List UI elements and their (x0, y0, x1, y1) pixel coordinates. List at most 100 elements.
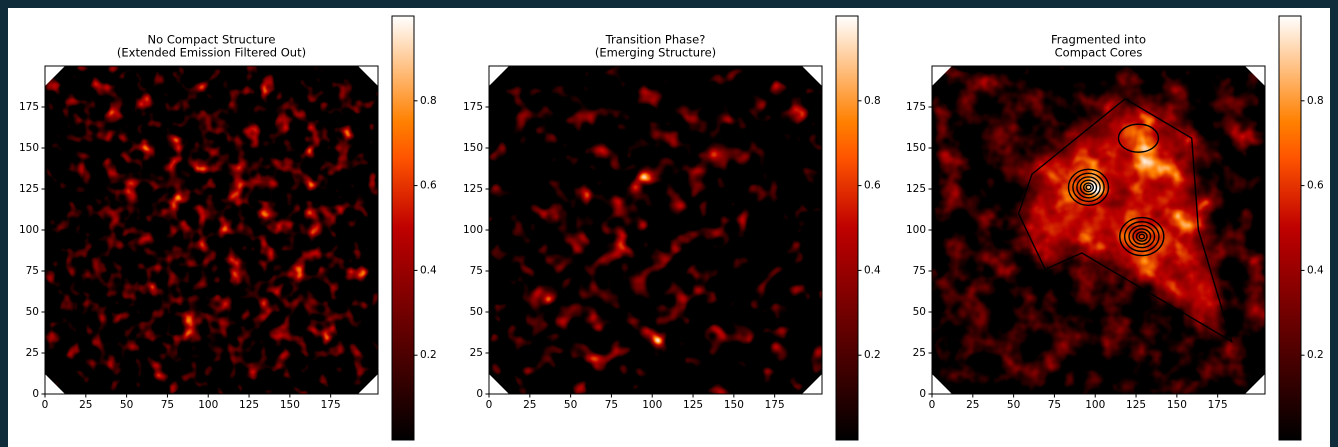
x-tick-label: 50 (120, 399, 133, 411)
x-tick-label: 75 (1048, 399, 1061, 411)
mask-corner (932, 66, 952, 86)
x-tick-label: 175 (765, 399, 785, 411)
contour (1083, 182, 1095, 193)
y-tick-label: 0 (476, 388, 483, 400)
heatmap-image (932, 66, 1265, 394)
mask-corner (802, 374, 822, 394)
y-tick-label: 150 (906, 142, 926, 154)
heatmap-base (1118, 213, 1166, 260)
y-tick-label: 50 (26, 306, 39, 318)
x-tick-label: 50 (564, 399, 577, 411)
contour (1067, 168, 1110, 207)
colorbar-tick-label: 0.8 (864, 95, 881, 107)
y-tick-label: 75 (913, 265, 926, 277)
contour (1017, 97, 1233, 344)
x-tick-label: 150 (1167, 399, 1187, 411)
y-tick-label: 175 (906, 101, 926, 113)
contour (1132, 228, 1152, 245)
x-tick-label: 75 (605, 399, 618, 411)
chart-title: No Compact Structure (148, 33, 276, 47)
chart-title: Compact Cores (1055, 46, 1143, 60)
heatmap-base (489, 98, 739, 394)
colorbar-tick-label: 0.2 (1307, 349, 1324, 361)
colorbar-tick-label: 0.4 (420, 264, 437, 276)
contour (1138, 233, 1146, 240)
x-tick-label: 0 (929, 399, 936, 411)
y-tick-label: 175 (19, 101, 39, 113)
heatmap (489, 66, 822, 394)
x-tick-label: 100 (642, 399, 662, 411)
y-tick-label: 150 (19, 142, 39, 154)
x-tick-label: 25 (79, 399, 92, 411)
mask-corner (45, 66, 65, 86)
x-tick-label: 175 (321, 399, 341, 411)
heatmap-base (1118, 121, 1159, 155)
chart-title: (Emerging Structure) (595, 46, 716, 60)
mask-corner (802, 66, 822, 86)
x-tick-label: 150 (280, 399, 300, 411)
y-tick-label: 0 (32, 388, 39, 400)
x-tick-label: 125 (1126, 399, 1146, 411)
heatmap-image (45, 66, 378, 394)
mask-corner (932, 374, 952, 394)
contour (1123, 221, 1160, 253)
colorbar-tick-label: 0.4 (864, 264, 881, 276)
heatmap-base (1065, 164, 1112, 211)
x-tick-label: 125 (683, 399, 703, 411)
x-tick-label: 100 (198, 399, 218, 411)
heatmap-base (1025, 98, 1226, 335)
colorbar-tick-label: 0.6 (420, 180, 437, 192)
x-tick-label: 25 (523, 399, 536, 411)
heatmap-base (672, 197, 806, 329)
y-tick-label: 175 (463, 101, 483, 113)
y-tick-label: 125 (19, 183, 39, 195)
x-tick-label: 25 (966, 399, 979, 411)
y-tick-label: 50 (470, 306, 483, 318)
y-tick-label: 25 (913, 347, 926, 359)
colorbar (1278, 15, 1302, 441)
y-tick-label: 150 (463, 142, 483, 154)
contour (1135, 231, 1148, 242)
y-tick-label: 100 (463, 224, 483, 236)
mask-corner (1245, 66, 1265, 86)
x-tick-label: 0 (486, 399, 493, 411)
contour (1072, 172, 1105, 203)
colorbar-tick-label: 0.8 (420, 95, 437, 107)
colorbar (391, 15, 415, 441)
heatmap (932, 66, 1265, 394)
y-tick-label: 75 (26, 265, 39, 277)
colorbar-tick-label: 0.6 (864, 180, 881, 192)
contour (1076, 176, 1101, 199)
x-tick-label: 0 (42, 399, 49, 411)
mask-corner (1245, 374, 1265, 394)
contour (1079, 179, 1098, 196)
x-tick-label: 125 (239, 399, 259, 411)
mask-corner (489, 66, 509, 86)
y-tick-label: 125 (906, 183, 926, 195)
colorbar-tick-label: 0.4 (1307, 264, 1324, 276)
y-tick-label: 75 (470, 265, 483, 277)
colorbar-tick-label: 0.2 (864, 349, 881, 361)
x-tick-label: 50 (1007, 399, 1020, 411)
mask-corner (489, 374, 509, 394)
contour (1128, 224, 1156, 249)
x-tick-label: 175 (1208, 399, 1228, 411)
contour (1119, 216, 1165, 257)
y-tick-label: 100 (906, 224, 926, 236)
colorbar-tick-label: 0.8 (1307, 95, 1324, 107)
y-tick-label: 0 (919, 388, 926, 400)
y-tick-label: 50 (913, 306, 926, 318)
y-tick-label: 25 (26, 347, 39, 359)
contour (1085, 184, 1092, 191)
mask-corner (358, 66, 378, 86)
mask-corner (45, 374, 65, 394)
x-tick-label: 100 (1085, 399, 1105, 411)
x-tick-label: 75 (161, 399, 174, 411)
colorbar-tick-label: 0.2 (420, 349, 437, 361)
heatmap (45, 66, 378, 394)
y-tick-label: 125 (463, 183, 483, 195)
colorbar-tick-label: 0.6 (1307, 180, 1324, 192)
heatmap-image (489, 66, 822, 394)
chart-title: (Extended Emission Filtered Out) (117, 46, 306, 60)
